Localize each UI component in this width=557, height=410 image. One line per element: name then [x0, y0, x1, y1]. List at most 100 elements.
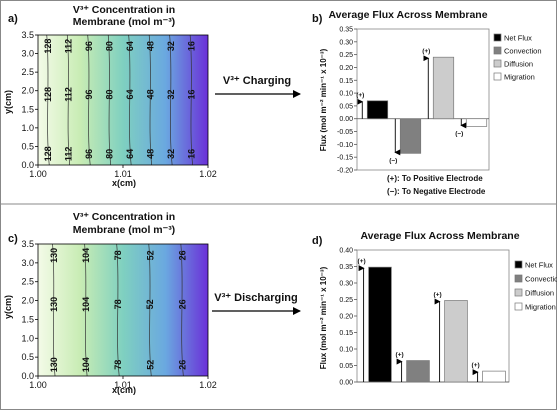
bar-convection — [406, 360, 430, 383]
panel-a-xlabel: x(cm) — [112, 178, 136, 188]
panel-d-letter: d) — [312, 235, 323, 247]
panel-c-contour-plot: 130 130 130 104 104 104 78 78 78 52 52 52 26 26 26 0.0 0… — [21, 239, 216, 390]
legend-swatch — [493, 33, 502, 42]
sign-label: (−) — [455, 130, 463, 137]
contour-label: 16 — [187, 41, 197, 51]
sign-label: (−) — [389, 157, 397, 164]
contour-label: 104 — [81, 248, 91, 263]
y-tick-label: 0.35 — [339, 264, 353, 271]
contour-line — [148, 243, 152, 377]
contour-label: 52 — [145, 299, 155, 309]
panel-a-contour-plot: 128 128 128 112 112 112 96 96 96 80 80 80 64 64 64 48 48… — [21, 30, 216, 179]
panel-b-ylabel: Flux (mol m⁻² min⁻¹ x 10⁻³) — [319, 48, 328, 151]
contour-label: 26 — [177, 299, 187, 309]
y-tick-label: 0.05 — [339, 363, 353, 370]
legend-label: Net Flux — [525, 261, 553, 270]
sign-label: (+) — [356, 92, 364, 99]
panel-b: b) Average Flux Across Membrane Flux (mo… — [312, 9, 542, 196]
contour-line — [148, 34, 152, 166]
legend-label: Convection — [525, 275, 557, 284]
contour-label: 32 — [166, 41, 176, 51]
y-tick-label: 0.20 — [339, 65, 353, 72]
y-tick-label: 1.0 — [21, 123, 34, 133]
panel-b-note-negative: (−): To Negative Electrode — [387, 187, 486, 196]
y-tick-label: 0.35 — [339, 27, 353, 34]
contour-label: 112 — [64, 147, 74, 162]
contour-label: 130 — [49, 297, 59, 312]
y-tick-label: 1.5 — [21, 314, 34, 324]
contour-label: 16 — [187, 89, 197, 99]
y-tick-label: 0.10 — [339, 91, 353, 98]
contour-label: 130 — [49, 357, 59, 372]
contour-line — [107, 34, 112, 166]
panel-b-chart: 0.35 0.30 0.25 0.20 0.15 0.10 0.05 0.00 -0.05 -0.… — [337, 27, 542, 175]
panel-a-title-line2: Membrane (mol m⁻³) — [73, 16, 175, 28]
contour-line — [116, 243, 120, 377]
bar-diffusion — [444, 300, 468, 383]
contour-line — [180, 243, 184, 377]
contour-label: 52 — [145, 360, 155, 370]
sign-label: (+) — [472, 362, 480, 369]
bar-migration — [465, 118, 488, 127]
y-tick-label: 0.0 — [21, 160, 34, 170]
sign-label: (+) — [422, 48, 430, 55]
y-tick-label: 2.5 — [21, 67, 34, 77]
panel-d-ylabel: Flux (mol m⁻² min⁻¹ x 10⁻³) — [319, 266, 328, 369]
contour-field — [38, 244, 208, 376]
y-tick-label: 2.0 — [21, 296, 34, 306]
contour-line — [66, 34, 71, 166]
bar-convection — [399, 118, 422, 154]
panel-c: c) V³⁺ Concentration in Membrane (mol m⁻… — [3, 211, 217, 395]
x-tick-label: 1.00 — [29, 169, 47, 179]
contour-label: 104 — [81, 297, 91, 312]
contour-label: 80 — [105, 149, 115, 159]
contour-line — [169, 34, 173, 166]
contour-label: 52 — [145, 250, 155, 260]
bar-net-flux — [368, 266, 392, 383]
legend-label: Diffusion — [525, 289, 554, 298]
contour-line — [52, 243, 56, 377]
contour-field — [38, 35, 208, 165]
x-tick-label: 1.00 — [29, 380, 47, 390]
y-tick-label: 0.05 — [339, 103, 353, 110]
panel-d: d) Average Flux Across Membrane Flux (mo… — [312, 230, 557, 387]
legend-label: Migration — [504, 73, 535, 82]
x-tick-label: 1.01 — [114, 380, 132, 390]
contour-label: 64 — [125, 89, 135, 99]
y-tick-label: 0.30 — [339, 39, 353, 46]
sign-label: (+) — [396, 352, 404, 359]
legend-swatch — [514, 302, 523, 311]
contour-label: 112 — [64, 39, 74, 54]
contour-label: 78 — [113, 299, 123, 309]
y-tick-label: 2.0 — [21, 86, 34, 96]
y-tick-label: -0.10 — [337, 142, 353, 149]
contour-label: 26 — [177, 360, 187, 370]
x-tick-label: 1.02 — [199, 380, 217, 390]
contour-label: 48 — [146, 41, 156, 51]
contour-label: 26 — [177, 250, 187, 260]
y-tick-label: 0.5 — [21, 141, 34, 151]
legend-swatch — [514, 288, 523, 297]
panel-a-ylabel: y(cm) — [3, 90, 13, 114]
plot-area — [356, 28, 490, 171]
contour-label: 128 — [43, 146, 53, 161]
contour-label: 96 — [84, 89, 94, 99]
y-tick-label: 0.0 — [21, 371, 34, 381]
contour-label: 96 — [84, 41, 94, 51]
contour-line — [87, 34, 91, 166]
y-tick-label: 0.30 — [339, 281, 353, 288]
y-tick-label: 3.0 — [21, 258, 34, 268]
panel-c-xlabel: x(cm) — [112, 385, 136, 395]
contour-line — [128, 34, 132, 166]
legend-swatch — [514, 274, 523, 283]
contour-label: 78 — [113, 250, 123, 260]
contour-label: 48 — [146, 89, 156, 99]
contour-label: 130 — [49, 248, 59, 263]
legend-label: Convection — [504, 47, 542, 56]
contour-label: 128 — [43, 39, 53, 54]
legend-swatch — [493, 46, 502, 55]
y-tick-label: 1.5 — [21, 104, 34, 114]
contour-label: 48 — [146, 149, 156, 159]
y-tick-label: 0.40 — [339, 248, 353, 255]
